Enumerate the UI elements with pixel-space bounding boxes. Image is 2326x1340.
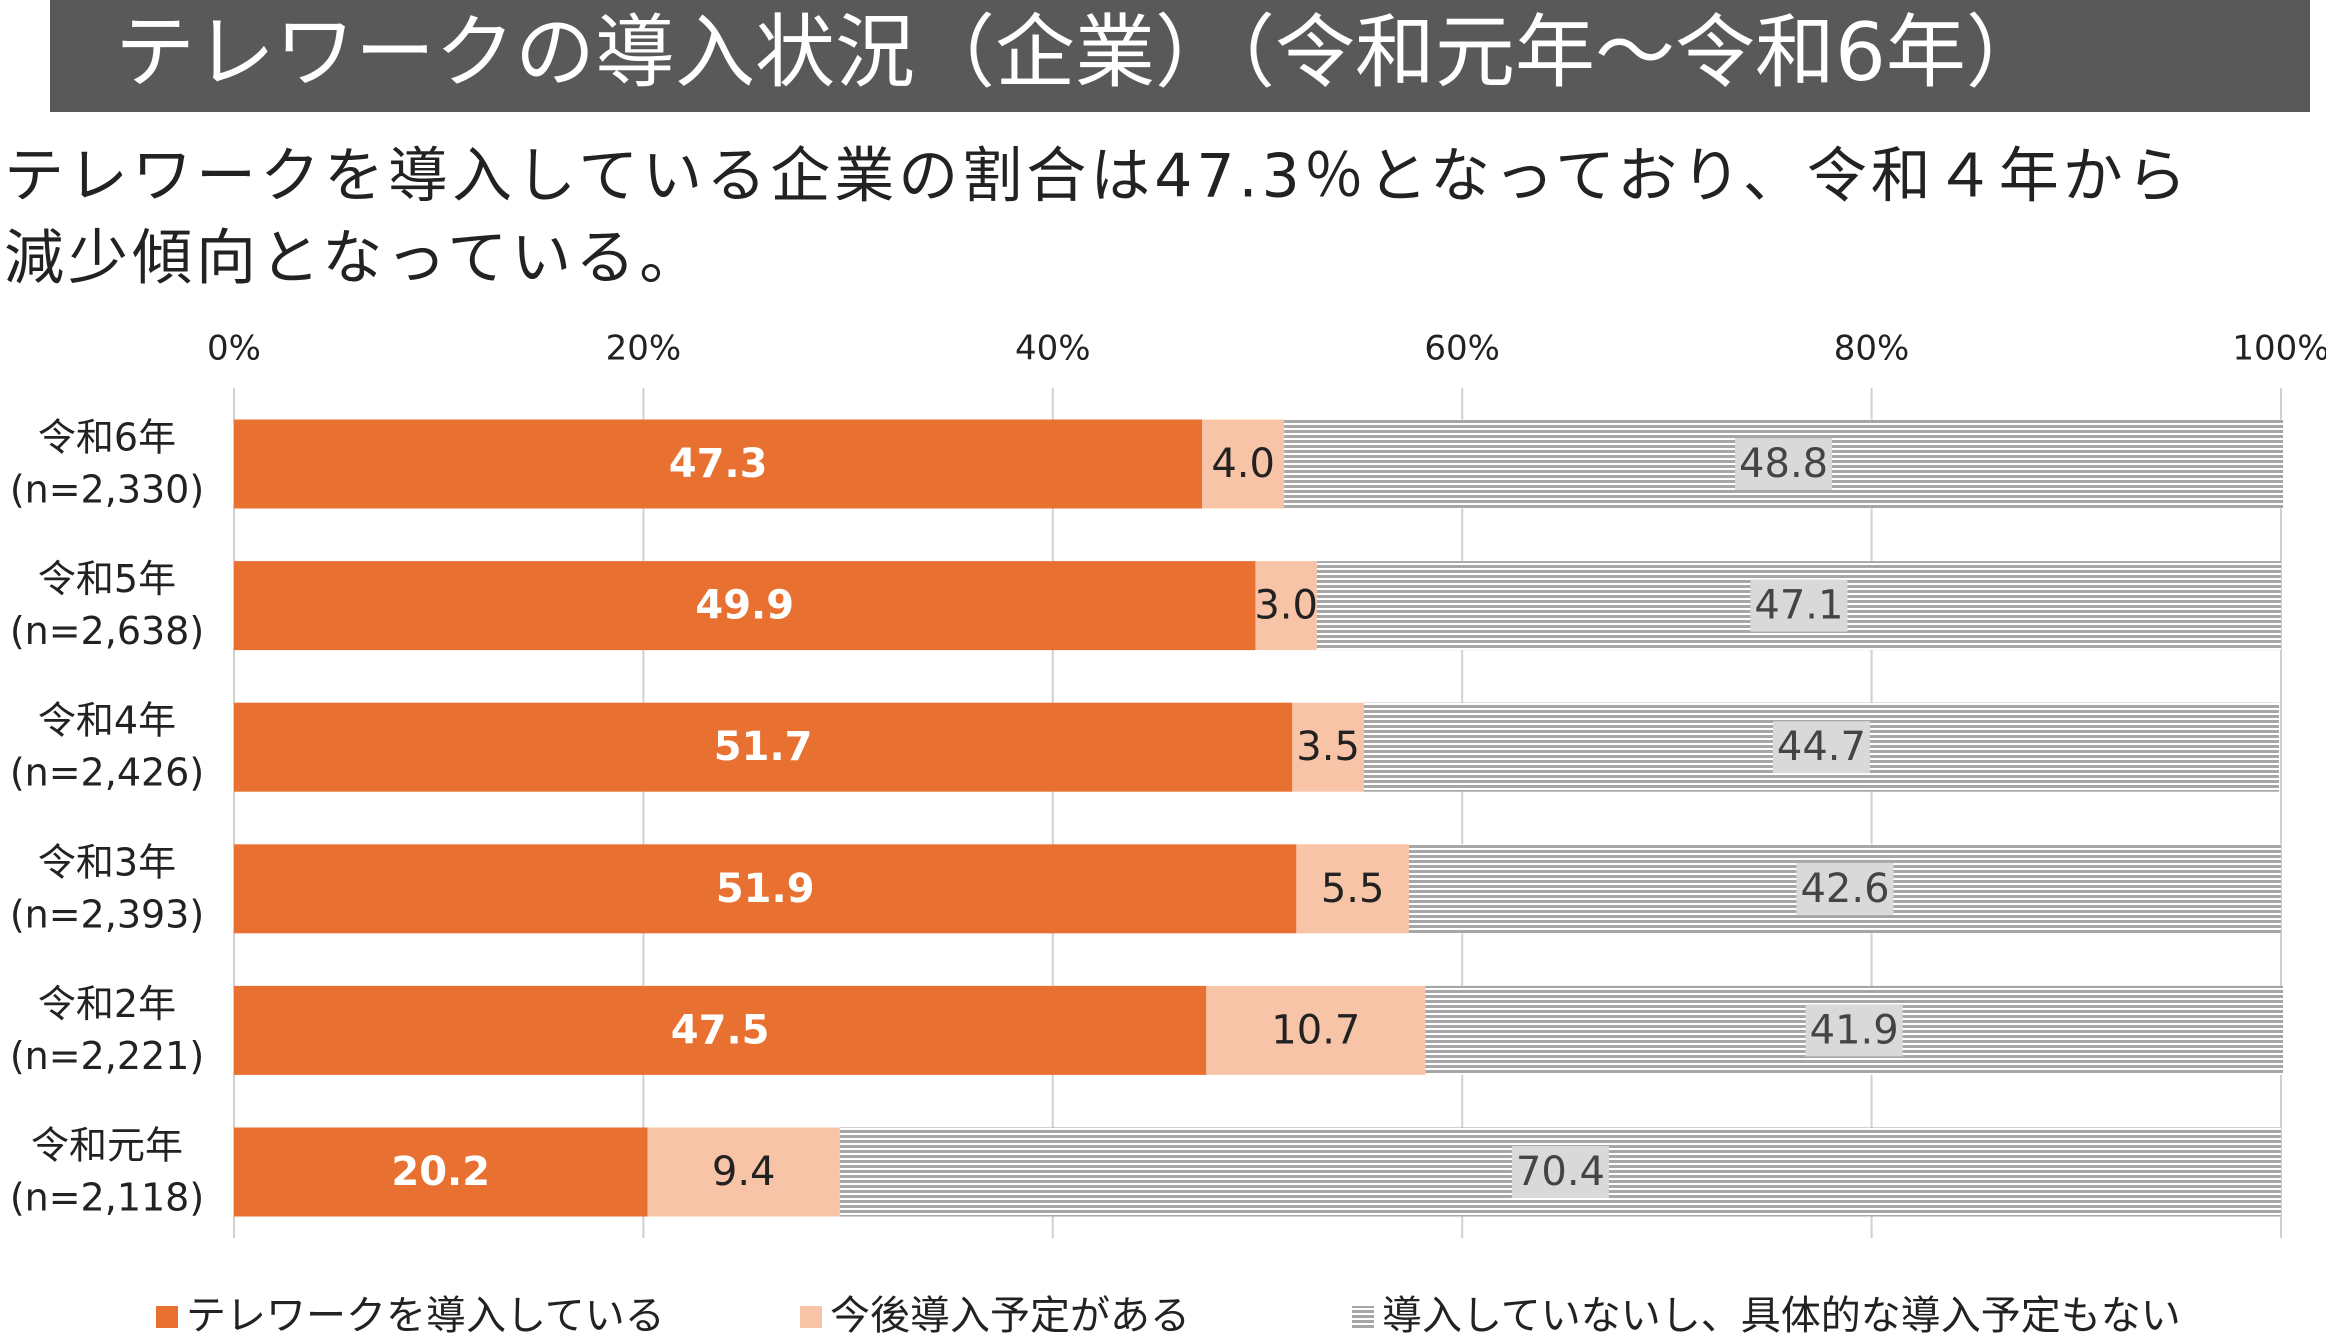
y-tick-label: (n=2,330) bbox=[10, 468, 204, 512]
value-label-bg bbox=[1750, 579, 1848, 632]
title-bar bbox=[50, 0, 2310, 112]
bar-segment bbox=[1206, 985, 1426, 1075]
value-label: 47.3 bbox=[669, 441, 768, 487]
bar-segment bbox=[1296, 844, 1409, 934]
x-tick-label: 60% bbox=[1424, 329, 1500, 369]
y-tick-label: (n=2,638) bbox=[10, 609, 204, 653]
value-label: 9.4 bbox=[712, 1149, 776, 1195]
value-label: 10.7 bbox=[1271, 1007, 1360, 1053]
legend-label: 導入していないし、具体的な導入予定もない bbox=[1382, 1293, 2181, 1339]
x-tick-label: 20% bbox=[606, 329, 682, 369]
bar-segment bbox=[1292, 702, 1364, 792]
bar-segment bbox=[1255, 561, 1317, 651]
bar-segment bbox=[234, 1127, 648, 1217]
bar-segment bbox=[234, 561, 1256, 651]
value-label: 3.5 bbox=[1296, 724, 1360, 770]
bar-segment bbox=[234, 985, 1207, 1075]
chart-title: テレワークの導入状況（企業）（令和元年～令和6年） bbox=[115, 6, 2046, 99]
value-label: 49.9 bbox=[695, 583, 794, 629]
value-label: 51.9 bbox=[716, 866, 815, 912]
value-label: 47.1 bbox=[1754, 583, 1843, 629]
bar-segment bbox=[1202, 419, 1285, 509]
value-label: 5.5 bbox=[1321, 866, 1385, 912]
value-label: 44.7 bbox=[1777, 724, 1866, 770]
bar-segment bbox=[234, 844, 1297, 934]
legend-swatch bbox=[1352, 1306, 1374, 1328]
y-tick-label: (n=2,393) bbox=[10, 892, 204, 936]
value-label: 42.6 bbox=[1800, 866, 1889, 912]
y-tick-label: (n=2,118) bbox=[10, 1176, 204, 1220]
value-label: 3.0 bbox=[1254, 583, 1318, 629]
value-label-bg bbox=[1796, 862, 1894, 915]
y-tick-label: 令和2年 bbox=[38, 982, 176, 1026]
value-label-bg bbox=[1735, 438, 1833, 490]
value-label: 70.4 bbox=[1516, 1149, 1605, 1195]
legend-label: 今後導入予定がある bbox=[830, 1293, 1190, 1339]
x-tick-label: 0% bbox=[207, 329, 261, 369]
x-tick-label: 100% bbox=[2232, 329, 2326, 369]
subtitle-line: テレワークを導入している企業の割合は47.3％となっており、令和４年から bbox=[4, 142, 2191, 212]
legend-swatch bbox=[800, 1306, 822, 1328]
subtitle-line: 減少傾向となっている。 bbox=[4, 224, 703, 294]
y-tick-label: 令和5年 bbox=[38, 557, 176, 601]
value-label: 20.2 bbox=[391, 1149, 490, 1195]
legend-swatch bbox=[156, 1306, 178, 1328]
bar-segment bbox=[234, 419, 1203, 509]
value-label: 41.9 bbox=[1810, 1007, 1899, 1053]
value-label: 48.8 bbox=[1739, 441, 1828, 487]
y-tick-label: 令和3年 bbox=[38, 840, 176, 884]
x-tick-label: 80% bbox=[1834, 329, 1910, 369]
value-label-bg bbox=[1805, 1004, 1903, 1057]
value-label: 4.0 bbox=[1211, 441, 1275, 487]
value-label: 51.7 bbox=[714, 724, 813, 770]
value-label: 47.5 bbox=[671, 1007, 770, 1053]
y-tick-label: (n=2,426) bbox=[10, 751, 204, 795]
value-label-bg bbox=[1772, 721, 1870, 774]
y-tick-label: 令和6年 bbox=[38, 416, 176, 460]
legend-label: テレワークを導入している bbox=[186, 1293, 665, 1339]
bar-segment bbox=[647, 1127, 840, 1217]
y-tick-label: 令和4年 bbox=[38, 699, 176, 743]
y-tick-label: (n=2,221) bbox=[10, 1034, 204, 1078]
x-tick-label: 40% bbox=[1015, 329, 1091, 369]
y-tick-label: 令和元年 bbox=[31, 1124, 183, 1168]
bar-segment bbox=[234, 702, 1293, 792]
value-label-bg bbox=[1511, 1146, 1609, 1198]
